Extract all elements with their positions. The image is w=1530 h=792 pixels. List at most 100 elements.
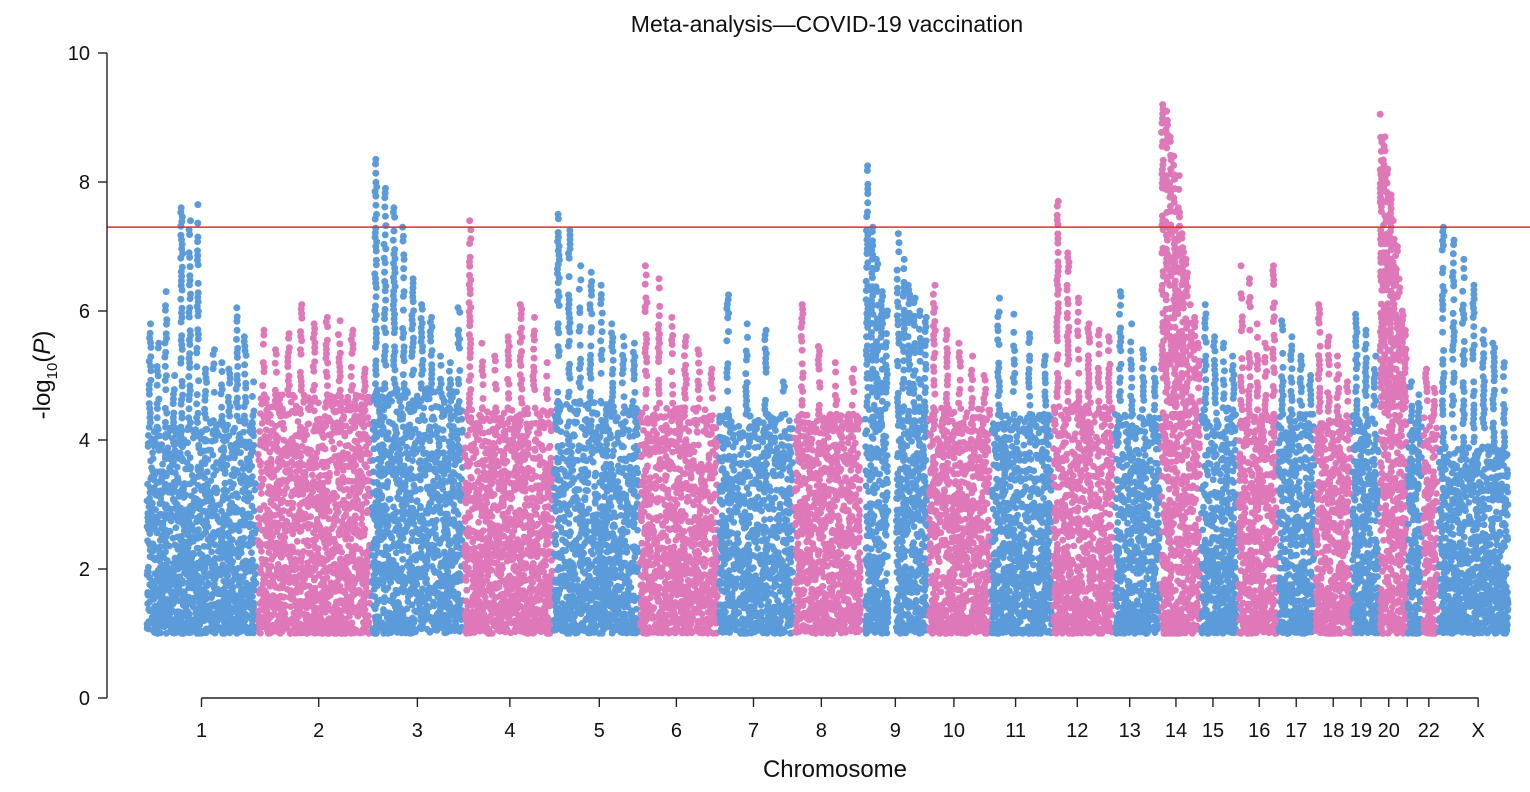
snp-point [203,437,211,445]
snp-point [241,617,249,625]
snp-point [350,591,358,599]
snp-point [182,610,189,618]
snp-point [369,456,377,464]
snp-point [318,606,326,614]
snp-point [217,458,225,466]
snp-point [372,325,380,333]
snp-point [337,407,345,415]
snp-point [336,349,344,357]
snp-point [221,437,228,445]
snp-point [454,624,461,632]
snp-point [293,537,301,545]
snp-point [363,499,370,506]
snp-point [358,628,366,635]
snp-point [436,503,444,511]
snp-point [326,591,334,599]
snp-point [170,409,178,417]
snp-point [185,414,193,422]
snp-point [159,565,166,573]
snp-point [193,344,201,352]
snp-point [156,487,164,495]
snp-point [248,478,256,486]
snp-point [285,344,293,352]
snp-point [233,313,241,321]
snp-point [372,256,380,264]
snp-point [239,606,247,614]
snp-point [389,592,397,599]
snp-point [429,413,437,421]
snp-point [190,538,197,545]
snp-point [425,550,432,558]
snp-point [219,551,227,559]
snp-point [410,473,418,481]
snp-point [194,279,202,287]
snp-point [452,556,460,564]
snp-point [373,613,381,621]
snp-point [182,465,190,473]
snp-point [400,265,408,273]
snp-point [218,403,226,411]
snp-point [313,416,321,423]
snp-point [423,537,430,544]
snp-point [224,597,232,604]
snp-point [377,532,384,540]
snp-point [336,556,344,563]
chromosome-2-points [254,301,374,637]
snp-point [178,409,186,417]
snp-point [194,482,202,489]
snp-point [428,361,436,369]
snp-point [274,540,282,547]
snp-point [175,478,183,486]
snp-point [446,359,454,367]
snp-point [387,458,395,466]
snp-point [288,591,295,598]
snp-point [372,169,380,177]
snp-point [454,375,462,383]
snp-point [417,315,425,322]
snp-point [418,439,426,446]
snp-point [377,448,385,456]
snp-point [377,393,385,400]
snp-point [348,583,356,591]
snp-point [242,591,250,598]
snp-point [409,582,417,589]
snp-point [189,573,196,581]
snp-point [452,507,460,515]
snp-point [347,404,355,411]
snp-point [286,527,294,534]
snp-point [222,583,230,590]
snp-point [325,431,333,439]
snp-point [194,219,202,227]
snp-point [409,504,417,512]
snp-point [374,509,382,517]
snp-point [446,455,453,463]
snp-point [152,491,159,498]
snp-point [163,372,170,380]
snp-point [233,508,241,516]
snp-point [382,222,390,230]
snp-point [151,436,159,443]
snp-point [184,616,192,624]
snp-point [236,476,244,483]
snp-point [293,460,301,468]
snp-point [443,588,451,595]
snp-point [149,593,157,601]
snp-point [151,607,159,615]
snp-point [266,440,273,447]
snp-point [149,449,157,457]
snp-point [410,520,418,528]
snp-point [308,585,316,592]
snp-point [145,563,152,571]
snp-point [314,545,322,553]
snp-point [371,502,379,510]
snp-point [163,608,171,616]
snp-point [372,224,380,232]
snp-point [326,564,334,571]
snp-point [244,459,252,466]
snp-point [207,609,215,617]
snp-point [342,422,350,430]
snp-point [156,584,164,592]
snp-point [167,615,175,623]
snp-point [220,542,228,549]
snp-point [318,589,326,597]
